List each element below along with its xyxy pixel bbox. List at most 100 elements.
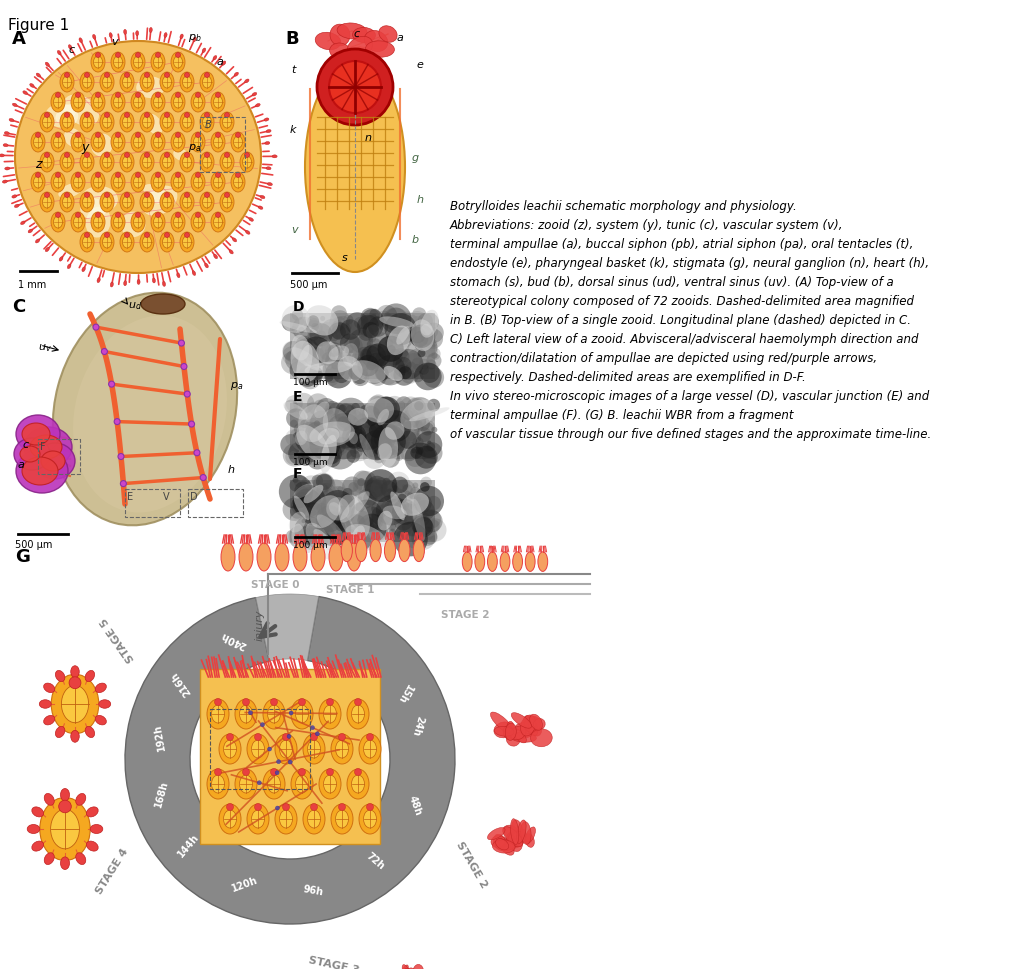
Ellipse shape <box>525 828 536 844</box>
Circle shape <box>135 213 140 218</box>
Circle shape <box>275 806 280 810</box>
Ellipse shape <box>306 523 334 560</box>
Ellipse shape <box>329 503 341 516</box>
Circle shape <box>403 515 415 526</box>
Ellipse shape <box>83 197 91 208</box>
Circle shape <box>397 402 406 409</box>
Text: V: V <box>163 491 170 502</box>
Circle shape <box>389 410 406 426</box>
Circle shape <box>290 327 297 334</box>
Ellipse shape <box>86 841 98 851</box>
Circle shape <box>430 340 437 348</box>
Circle shape <box>354 699 361 705</box>
Circle shape <box>334 423 355 445</box>
Circle shape <box>337 369 345 377</box>
Circle shape <box>336 417 350 430</box>
Circle shape <box>325 343 344 361</box>
Circle shape <box>294 516 323 545</box>
Circle shape <box>404 425 409 430</box>
Circle shape <box>301 490 313 502</box>
Ellipse shape <box>234 700 257 730</box>
Ellipse shape <box>203 157 212 169</box>
Text: 240h: 240h <box>219 629 249 649</box>
Text: z: z <box>35 158 41 172</box>
Circle shape <box>360 308 380 328</box>
Ellipse shape <box>68 265 71 269</box>
Circle shape <box>296 486 308 498</box>
Ellipse shape <box>247 735 269 765</box>
Bar <box>210 709 310 789</box>
Circle shape <box>407 534 421 548</box>
Circle shape <box>375 367 389 381</box>
Ellipse shape <box>275 544 289 572</box>
Circle shape <box>135 134 140 139</box>
Circle shape <box>342 477 362 497</box>
Circle shape <box>342 410 365 433</box>
Circle shape <box>326 433 349 456</box>
Ellipse shape <box>74 176 83 189</box>
Ellipse shape <box>398 540 410 562</box>
Ellipse shape <box>71 172 85 193</box>
Circle shape <box>381 304 412 334</box>
Text: 48h: 48h <box>407 793 423 816</box>
Circle shape <box>305 366 324 384</box>
Circle shape <box>283 803 290 811</box>
Circle shape <box>322 427 327 431</box>
Circle shape <box>421 422 434 436</box>
Ellipse shape <box>111 53 125 73</box>
Ellipse shape <box>501 839 520 851</box>
Ellipse shape <box>140 233 154 253</box>
Ellipse shape <box>32 841 44 851</box>
Ellipse shape <box>135 32 138 37</box>
Text: 144h: 144h <box>176 830 201 858</box>
Circle shape <box>314 487 336 508</box>
Circle shape <box>332 362 339 369</box>
Ellipse shape <box>76 853 86 864</box>
Circle shape <box>314 414 321 420</box>
Circle shape <box>325 362 331 368</box>
Circle shape <box>376 311 391 328</box>
Ellipse shape <box>231 133 245 153</box>
Ellipse shape <box>57 51 61 56</box>
Circle shape <box>309 531 328 550</box>
Circle shape <box>418 527 437 547</box>
Circle shape <box>319 345 336 361</box>
Circle shape <box>420 483 430 492</box>
Circle shape <box>377 494 398 516</box>
Text: 100 μm: 100 μm <box>293 457 328 466</box>
Ellipse shape <box>494 834 507 851</box>
Circle shape <box>410 432 421 445</box>
Circle shape <box>372 437 380 446</box>
Text: k: k <box>290 125 296 135</box>
Circle shape <box>366 522 374 531</box>
Bar <box>290 403 435 459</box>
Circle shape <box>357 516 365 524</box>
Ellipse shape <box>352 28 376 44</box>
Ellipse shape <box>40 797 90 860</box>
Ellipse shape <box>123 197 131 208</box>
Ellipse shape <box>171 213 185 233</box>
Text: c: c <box>22 440 28 450</box>
Ellipse shape <box>385 422 404 440</box>
Ellipse shape <box>194 217 203 229</box>
Circle shape <box>356 320 370 332</box>
Ellipse shape <box>296 775 308 794</box>
Circle shape <box>331 306 347 322</box>
Circle shape <box>188 422 195 427</box>
Circle shape <box>196 93 201 99</box>
Ellipse shape <box>359 434 375 464</box>
Circle shape <box>357 497 362 502</box>
Circle shape <box>331 354 337 360</box>
Circle shape <box>427 415 435 422</box>
Ellipse shape <box>348 409 368 426</box>
Text: p$_b$: p$_b$ <box>188 32 202 44</box>
Circle shape <box>297 526 316 546</box>
Circle shape <box>399 506 406 513</box>
Circle shape <box>286 530 299 544</box>
Circle shape <box>318 498 329 509</box>
Ellipse shape <box>252 93 257 97</box>
Circle shape <box>295 530 318 553</box>
Circle shape <box>340 527 364 551</box>
Circle shape <box>382 426 399 444</box>
Ellipse shape <box>61 686 89 723</box>
